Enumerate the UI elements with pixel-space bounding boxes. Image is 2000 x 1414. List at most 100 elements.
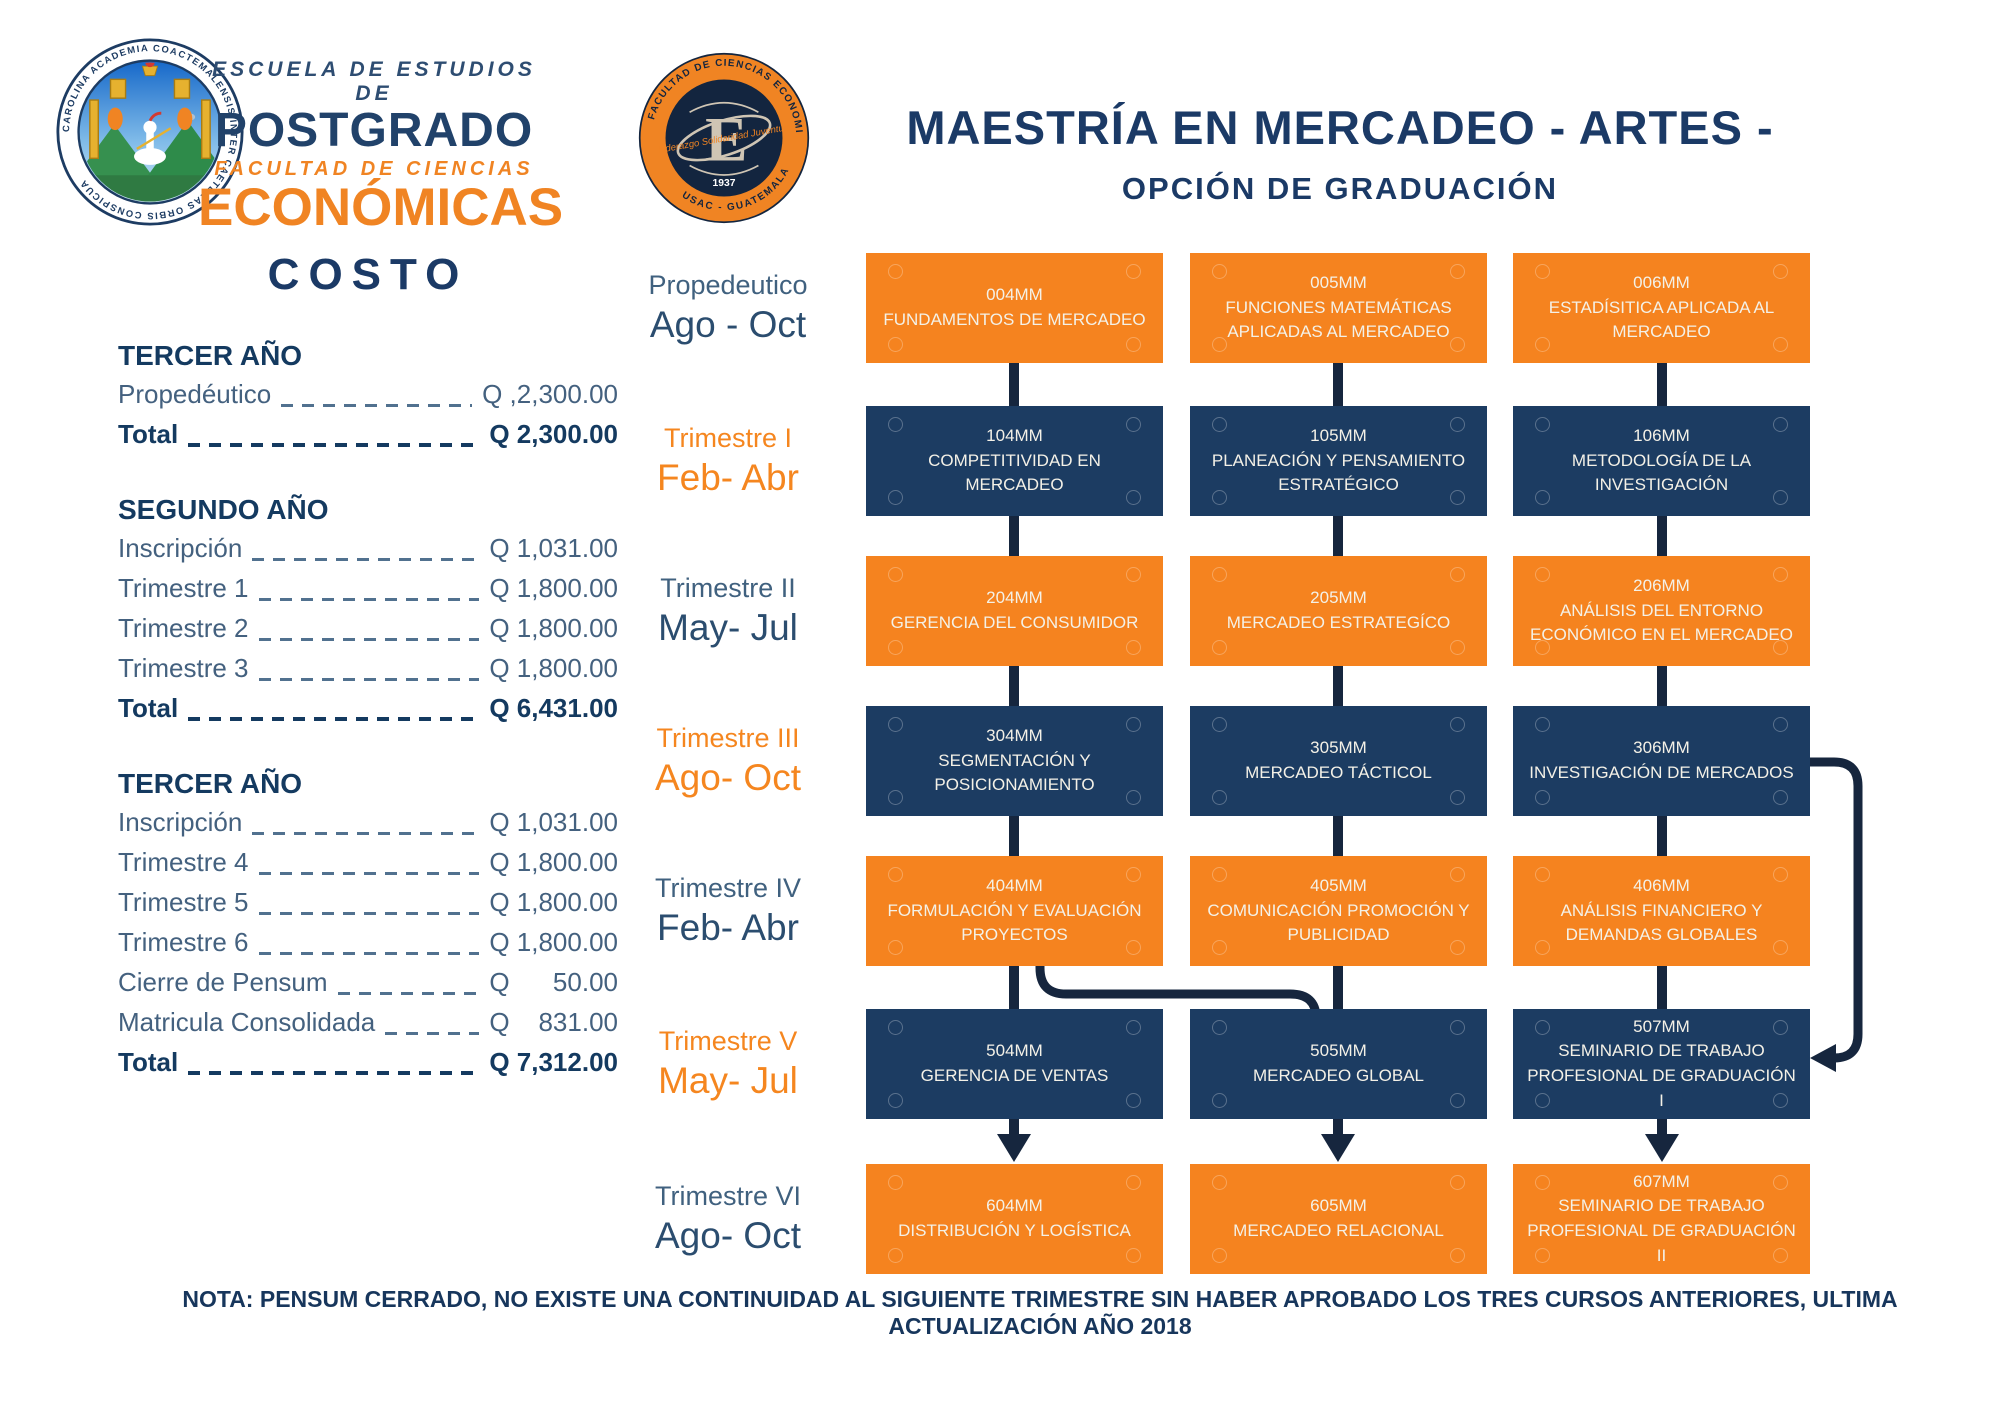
cost-row-value: Q 1,800.00 — [489, 927, 618, 957]
rivet-decoration — [888, 867, 903, 882]
rivet-decoration — [1212, 867, 1227, 882]
faculty-seal-logo: FACULTAD DE CIENCIAS ECONOMICAS USAC - G… — [638, 52, 810, 224]
rivet-decoration — [1126, 717, 1141, 732]
course-name: MERCADEO GLOBAL — [1253, 1066, 1424, 1085]
course-box-507MM: 507MM SEMINARIO DE TRABAJO PROFESIONAL DE… — [1513, 1009, 1810, 1119]
cost-row-leader-dashes — [281, 404, 473, 407]
rivet-decoration — [1773, 264, 1788, 279]
rivet-decoration — [1450, 417, 1465, 432]
rivet-decoration — [1450, 940, 1465, 955]
course-name: GERENCIA DE VENTAS — [920, 1066, 1109, 1085]
course-box-006MM: 006MM ESTADÍSITICA APLICADA AL MERCADEO — [1513, 253, 1810, 363]
cost-sections: TERCER AÑO Propedéutico Q ,2,300.00 Total Q … — [118, 340, 618, 1082]
rivet-decoration — [888, 1248, 903, 1263]
rivet-decoration — [1773, 567, 1788, 582]
rivet-decoration — [1773, 1248, 1788, 1263]
cost-section-3: TERCER AÑO Inscripción Q 1,031.00 Trimestre… — [118, 768, 618, 1082]
course-box-205MM: 205MM MERCADEO ESTRATEGÍCO — [1190, 556, 1487, 666]
rivet-decoration — [1126, 1093, 1141, 1108]
usac-seal-logo: CAROLINA ACADEMIA COACTEMALENSIS INTER C… — [56, 38, 244, 226]
row-period-label: Trimestre I — [664, 422, 792, 453]
course-box-306MM: 306MM INVESTIGACIÓN DE MERCADOS — [1513, 706, 1810, 816]
rivet-decoration — [1212, 1020, 1227, 1035]
course-code: 405MM — [1310, 876, 1367, 896]
cost-row-value: Q 831.00 — [489, 1007, 618, 1037]
rivet-decoration — [1450, 490, 1465, 505]
cost-row: Total Q 2,300.00 — [118, 414, 618, 454]
course-code: 106MM — [1633, 426, 1690, 446]
course-name: COMUNICACIÓN PROMOCIÓN Y PUBLICIDAD — [1207, 900, 1470, 945]
rivet-decoration — [1126, 640, 1141, 655]
course-code: 206MM — [1633, 576, 1690, 596]
course-name: ANÁLISIS FINANCIERO Y DEMANDAS GLOBALES — [1560, 900, 1763, 945]
course-name: INVESTIGACIÓN DE MERCADOS — [1529, 763, 1794, 782]
rivet-decoration — [1212, 940, 1227, 955]
rivet-decoration — [1773, 1175, 1788, 1190]
rivet-decoration — [1535, 867, 1550, 882]
cost-row: Cierre de Pensum Q 50.00 — [118, 962, 618, 1002]
costs-heading: COSTO — [267, 250, 469, 299]
faculty-seal-globe: E — [676, 101, 772, 176]
cost-row-label: Inscripción — [118, 533, 243, 563]
rivet-decoration — [888, 940, 903, 955]
cost-row: Inscripción Q 1,031.00 — [118, 802, 618, 842]
course-box-105MM: 105MM PLANEACIÓN Y PENSAMIENTO ESTRATÉGIC… — [1190, 406, 1487, 516]
cost-row-leader-dashes — [258, 678, 480, 681]
cost-row-label: Propedéutico — [118, 379, 272, 409]
rivet-decoration — [1535, 567, 1550, 582]
course-box-304MM: 304MM SEGMENTACIÓN Y POSICIONAMIENTO — [866, 706, 1163, 816]
cost-row-value: Q ,2,300.00 — [482, 379, 618, 409]
cost-row: Propedéutico Q ,2,300.00 — [118, 374, 618, 414]
rivet-decoration — [1535, 337, 1550, 352]
cost-row-value: Q 1,800.00 — [489, 887, 618, 917]
course-name: SEGMENTACIÓN Y POSICIONAMIENTO — [934, 750, 1095, 795]
row-period-label: Trimestre IV — [654, 872, 801, 903]
cost-row: Inscripción Q 1,031.00 — [118, 528, 618, 568]
cost-row: Trimestre 2 Q 1,800.00 — [118, 608, 618, 648]
rivet-decoration — [1212, 264, 1227, 279]
course-code: 404MM — [986, 876, 1043, 896]
cost-row-leader-dashes — [252, 558, 480, 561]
row-label-3: Trimestre II May- Jul — [606, 556, 850, 666]
course-code: 204MM — [986, 588, 1043, 608]
poster-title-block: MAESTRÍA EN MERCADEO - ARTES - OPCIÓN DE… — [880, 100, 1800, 207]
cost-row-value: Q 1,800.00 — [489, 573, 618, 603]
cost-row-value: Q 50.00 — [489, 967, 618, 997]
cost-row-value: Q 6,431.00 — [489, 693, 618, 723]
school-line-4: ECONÓMICAS — [198, 177, 564, 237]
rivet-decoration — [888, 417, 903, 432]
cost-row-value: Q 1,800.00 — [489, 847, 618, 877]
cost-row-value: Q 7,312.00 — [489, 1047, 618, 1077]
course-name: FUNDAMENTOS DE MERCADEO — [883, 310, 1146, 329]
course-code: 205MM — [1310, 588, 1367, 608]
rivet-decoration — [1450, 1093, 1465, 1108]
cost-row-value: Q 1,800.00 — [489, 613, 618, 643]
rivet-decoration — [1773, 867, 1788, 882]
cost-row-leader-dashes — [258, 872, 480, 875]
rivet-decoration — [1126, 1175, 1141, 1190]
row-months-label: May- Jul — [658, 606, 798, 648]
rivet-decoration — [888, 1020, 903, 1035]
cost-row-leader-dashes — [258, 952, 480, 955]
cost-row-label: Trimestre 2 — [118, 613, 249, 643]
rivet-decoration — [1450, 640, 1465, 655]
rivet-decoration — [1535, 1020, 1550, 1035]
course-name: MERCADEO ESTRATEGÍCO — [1226, 613, 1451, 632]
course-name: SEMINARIO DE TRABAJO PROFESIONAL DE GRAD… — [1527, 1196, 1796, 1265]
svg-text:E: E — [705, 103, 747, 174]
costs-panel: COSTO TERCER AÑO Propedéutico Q ,2,300.00 T… — [118, 250, 618, 1082]
row-months-label: Ago- Oct — [655, 756, 801, 798]
course-code: 507MM — [1633, 1016, 1690, 1036]
row-months-label: Ago- Oct — [655, 1214, 801, 1256]
rivet-decoration — [1212, 417, 1227, 432]
rivet-decoration — [1450, 264, 1465, 279]
rivet-decoration — [888, 1093, 903, 1108]
rivet-decoration — [888, 1175, 903, 1190]
course-name: COMPETITIVIDAD EN MERCADEO — [928, 450, 1101, 495]
rivet-decoration — [1450, 567, 1465, 582]
course-name: ANÁLISIS DEL ENTORNO ECONÓMICO EN EL MER… — [1530, 600, 1793, 645]
row-period-label: Trimestre V — [658, 1025, 798, 1056]
rivet-decoration — [1535, 640, 1550, 655]
rivet-decoration — [1212, 1248, 1227, 1263]
rivet-decoration — [1212, 717, 1227, 732]
